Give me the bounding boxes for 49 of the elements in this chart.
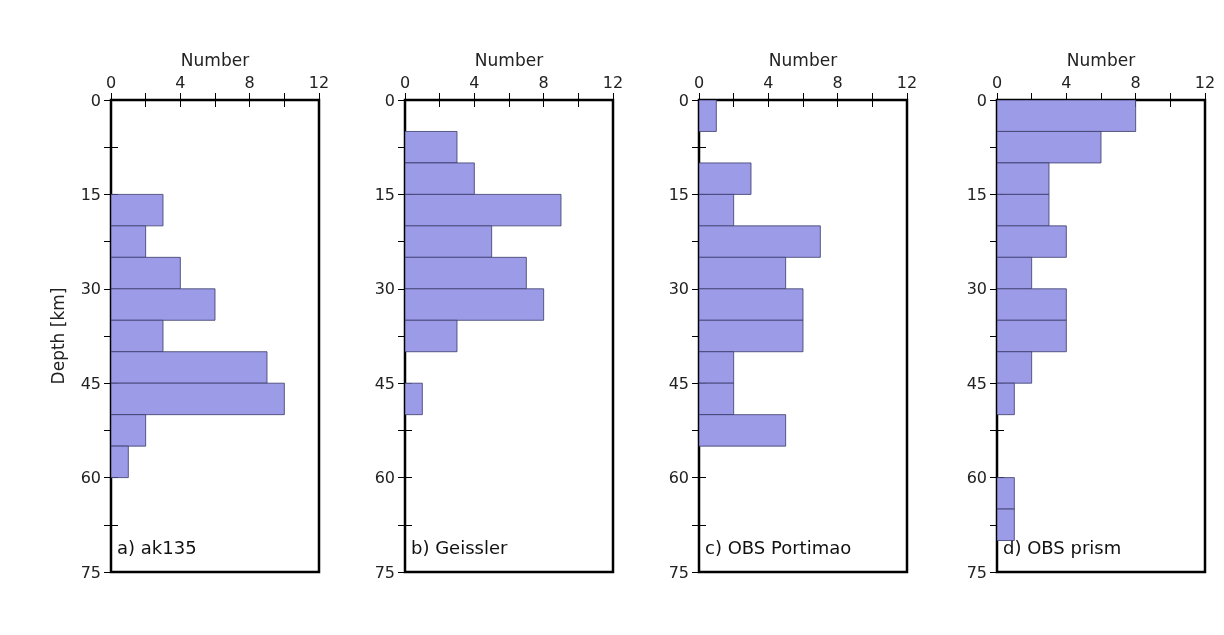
y-tick-label: 15 <box>80 184 101 204</box>
y-tick-label: 45 <box>374 373 395 393</box>
y-tick-label: 60 <box>966 468 987 488</box>
y-tick-label: 30 <box>80 279 101 299</box>
y-tick-label: 15 <box>966 184 987 204</box>
y-tick-label: 30 <box>374 279 395 299</box>
x-tick-label: 0 <box>693 72 705 92</box>
annotation: c) OBS Portimao <box>705 536 852 558</box>
y-tick-label: 60 <box>668 468 689 488</box>
x-tick-label: 8 <box>538 72 549 92</box>
x-tick-label: 4 <box>763 72 774 92</box>
x-axis-title: Number <box>180 49 250 70</box>
x-tick-label: 12 <box>1194 72 1216 92</box>
x-tick-label: 8 <box>832 72 843 92</box>
y-tick-label: 15 <box>374 184 395 204</box>
annotation: b) Geissler <box>411 536 509 558</box>
x-axis-title: Number <box>1066 49 1136 70</box>
y-tick-label: 0 <box>90 90 101 110</box>
annotation: d) OBS prism <box>1003 536 1122 558</box>
y-tick-label: 75 <box>966 562 987 582</box>
x-tick-label: 12 <box>896 72 918 92</box>
x-tick-label: 4 <box>469 72 480 92</box>
y-tick-label: 45 <box>966 373 987 393</box>
x-tick-label: 8 <box>244 72 255 92</box>
y-tick-label: 45 <box>668 373 689 393</box>
y-tick-label: 60 <box>80 468 101 488</box>
y-tick-label: 30 <box>668 279 689 299</box>
x-tick-label: 4 <box>1061 72 1072 92</box>
y-tick-label: 30 <box>966 279 987 299</box>
x-tick-label: 8 <box>1130 72 1141 92</box>
x-tick-label: 0 <box>991 72 1003 92</box>
y-tick-label: 75 <box>668 562 689 582</box>
y-tick-label: 0 <box>976 90 987 110</box>
x-tick-label: 12 <box>308 72 330 92</box>
y-tick-label: 75 <box>80 562 101 582</box>
y-tick-label: 0 <box>384 90 395 110</box>
y-axis-title: Depth [km] <box>47 287 68 385</box>
y-tick-label: 75 <box>374 562 395 582</box>
x-tick-label: 0 <box>399 72 411 92</box>
x-tick-label: 4 <box>175 72 186 92</box>
y-tick-label: 0 <box>678 90 689 110</box>
x-tick-label: 12 <box>602 72 624 92</box>
y-tick-label: 60 <box>374 468 395 488</box>
annotation: a) ak135 <box>117 536 197 558</box>
x-tick-label: 0 <box>105 72 117 92</box>
x-axis-title: Number <box>474 49 544 70</box>
y-tick-label: 15 <box>668 184 689 204</box>
x-axis-title: Number <box>768 49 838 70</box>
y-tick-label: 45 <box>80 373 101 393</box>
